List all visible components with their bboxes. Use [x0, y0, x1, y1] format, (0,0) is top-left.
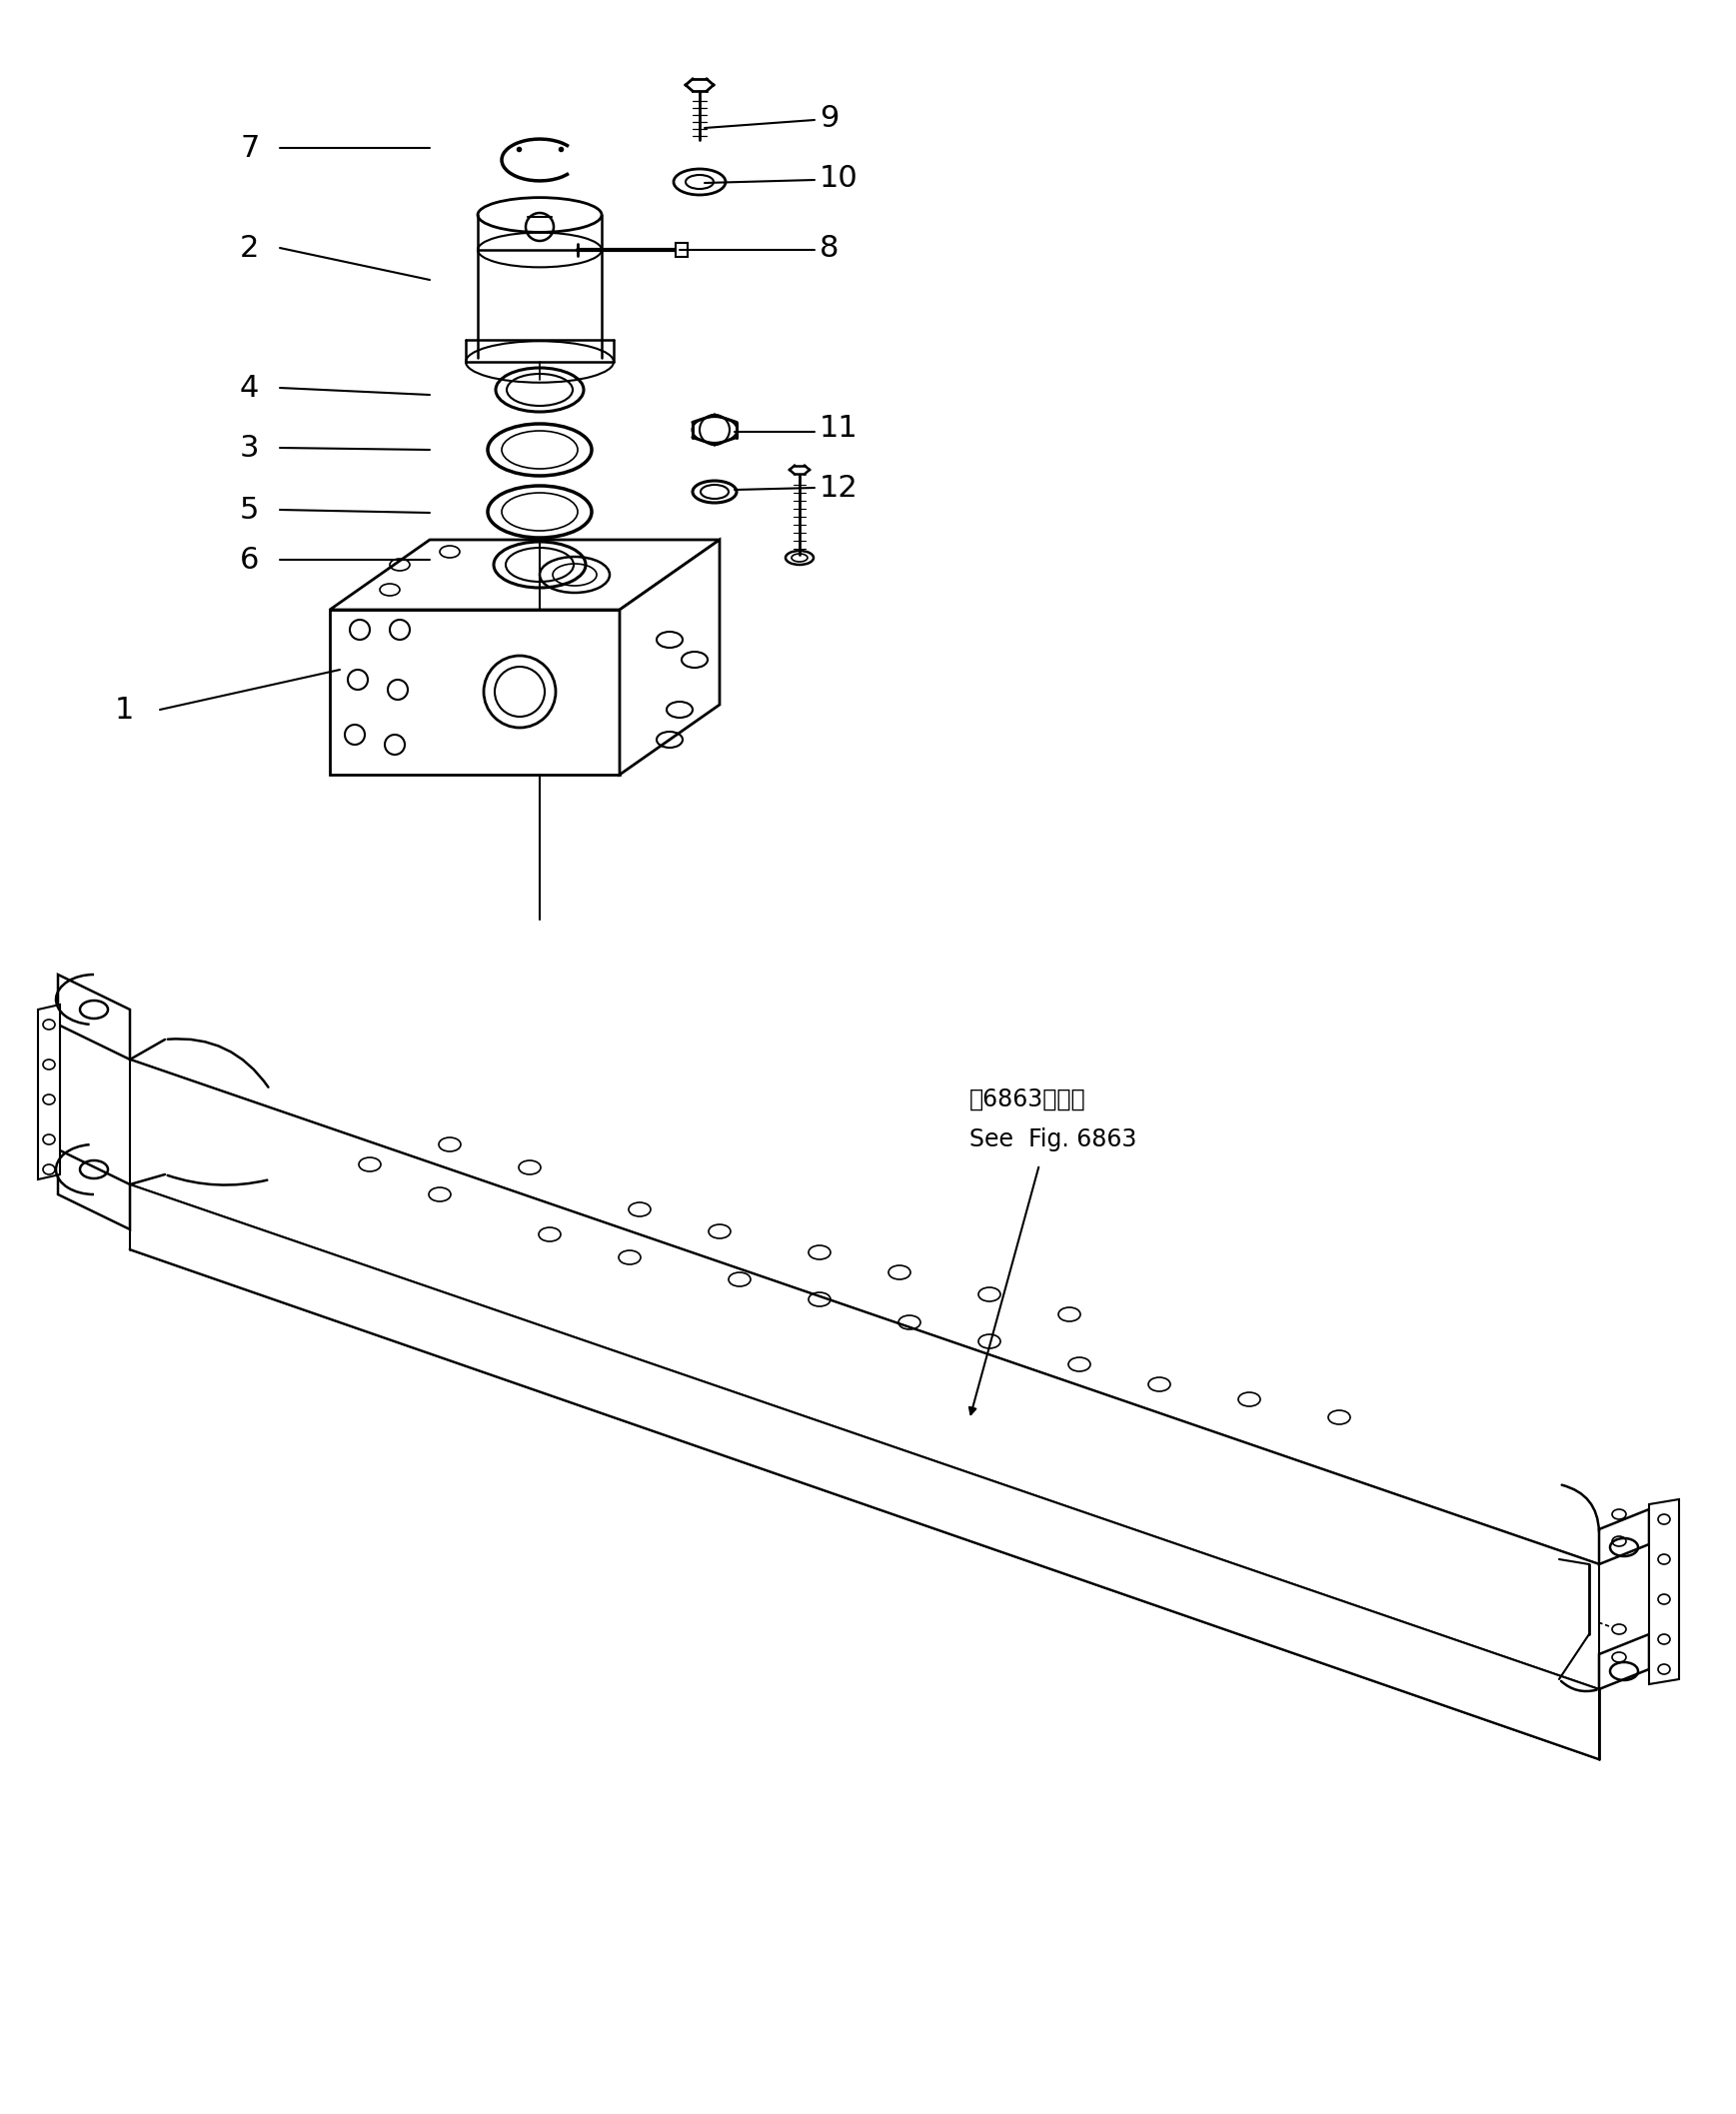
- Text: 4: 4: [240, 374, 259, 402]
- Text: 5: 5: [240, 495, 259, 524]
- Polygon shape: [57, 975, 130, 1059]
- Text: 8: 8: [819, 233, 838, 262]
- Text: 2: 2: [240, 233, 259, 262]
- Polygon shape: [675, 243, 687, 258]
- Polygon shape: [130, 1059, 1599, 1689]
- Text: 7: 7: [240, 133, 259, 163]
- Text: 9: 9: [819, 104, 838, 133]
- Text: 1: 1: [115, 696, 134, 725]
- Polygon shape: [57, 1150, 130, 1230]
- Polygon shape: [1599, 1509, 1649, 1564]
- Text: 6: 6: [240, 545, 259, 575]
- Polygon shape: [330, 609, 620, 774]
- Polygon shape: [38, 1004, 61, 1180]
- Text: 3: 3: [240, 433, 259, 463]
- Polygon shape: [1599, 1634, 1649, 1689]
- Polygon shape: [130, 1184, 1599, 1759]
- Text: 10: 10: [819, 163, 858, 192]
- Text: 第6863図参照: 第6863図参照: [969, 1087, 1087, 1112]
- Text: See  Fig. 6863: See Fig. 6863: [969, 1127, 1137, 1152]
- Polygon shape: [1649, 1499, 1679, 1685]
- Polygon shape: [330, 539, 720, 609]
- Text: 12: 12: [819, 474, 858, 503]
- Text: 11: 11: [819, 414, 858, 442]
- Polygon shape: [620, 539, 720, 774]
